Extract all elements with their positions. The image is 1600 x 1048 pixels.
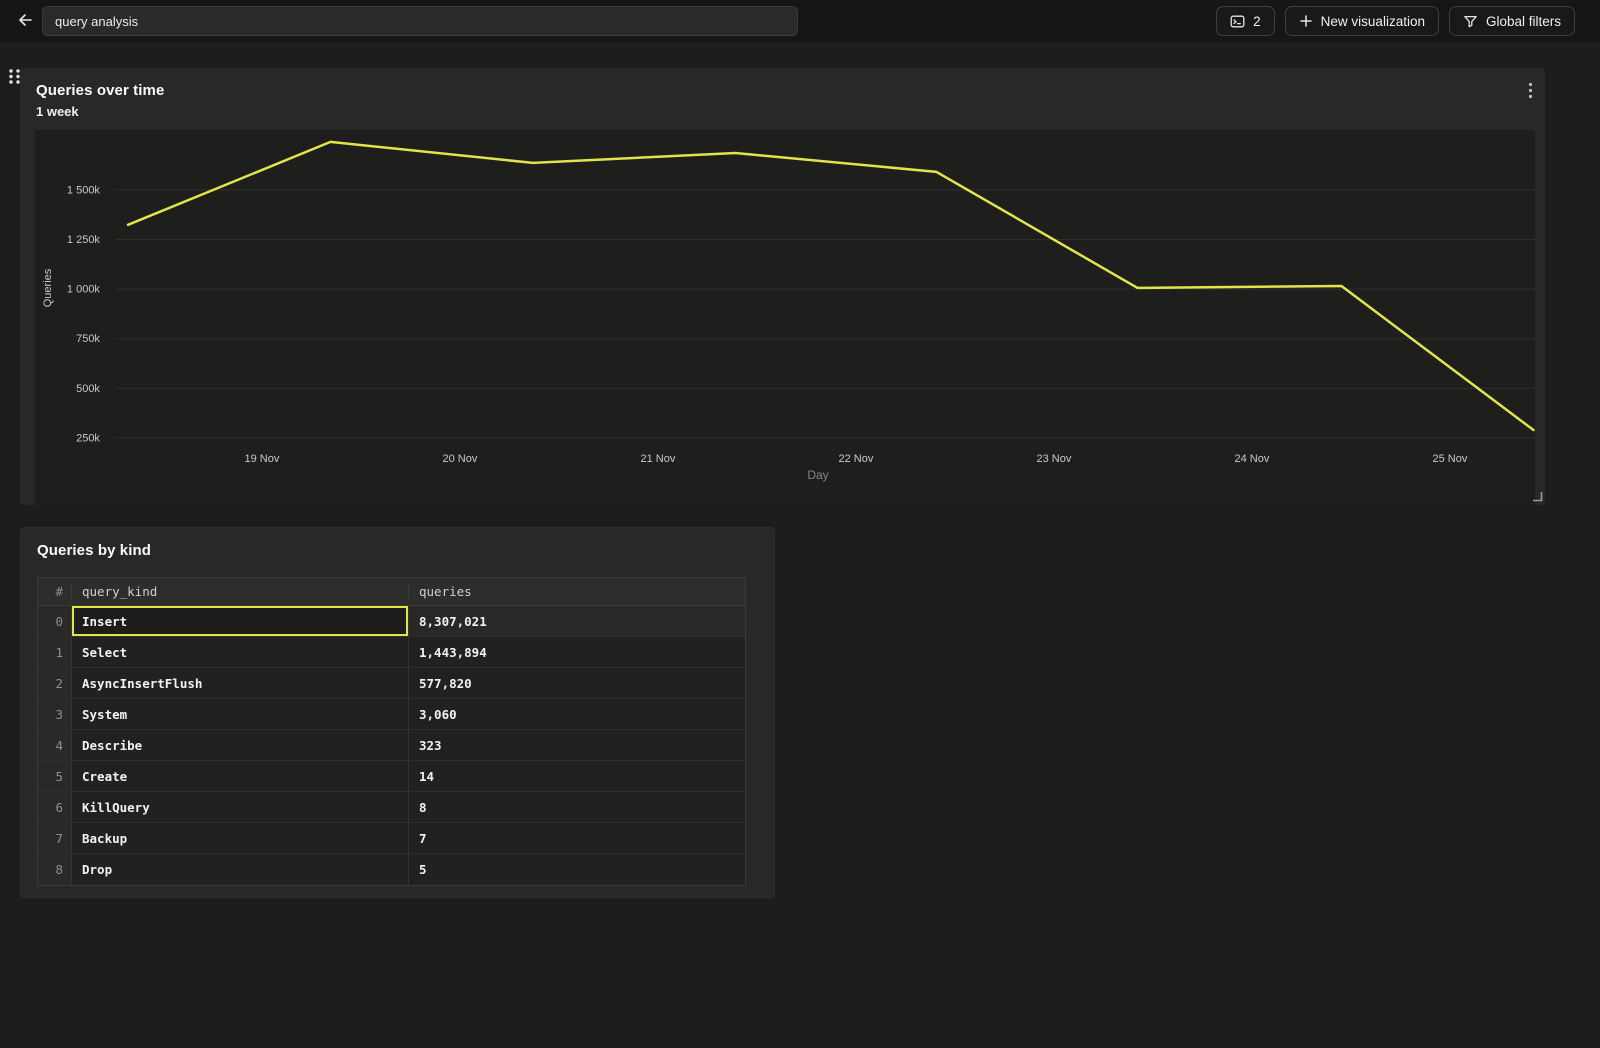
queries-value-cell[interactable]: 323 [419,737,442,753]
row-index-cell[interactable]: 5 [38,761,72,791]
table-row[interactable]: 5 Create 14 [38,761,745,792]
dashboard-canvas: Queries over time 1 week 1 500k 1 250k 1 0… [0,42,1600,1048]
table-row[interactable]: 0 Insert 8,307,021 [38,606,745,637]
chart-panel: Queries over time 1 week 1 500k 1 250k 1 0… [20,68,1545,505]
row-index-cell[interactable]: 7 [38,823,72,853]
queries-by-kind-table: # query_kind queries 0 Insert 8,307,021 1 Se… [37,577,746,886]
x-tick-labels: 19 Nov 20 Nov 21 Nov 22 Nov 23 Nov 24 Nov 25 N… [245,453,1468,465]
funnel-icon [1463,14,1478,29]
header-queries-column[interactable]: queries [419,584,472,599]
row-index-cell[interactable]: 8 [38,854,72,885]
svg-text:24 Nov: 24 Nov [1235,453,1270,465]
chart-panel-subtitle: 1 week [36,104,79,119]
table-row[interactable]: 7 Backup 7 [38,823,745,854]
table-row[interactable]: 6 KillQuery 8 [38,792,745,823]
new-visualization-label: New visualization [1320,13,1425,29]
table-row[interactable]: 2 AsyncInsertFlush 577,820 [38,668,745,699]
query-kind-cell[interactable]: KillQuery [72,792,409,822]
query-kind-cell[interactable]: Create [72,761,409,791]
table-panel-title: Queries by kind [37,542,152,559]
drag-dots-icon [8,69,21,89]
query-kind-cell[interactable]: Describe [72,730,409,760]
row-index-cell[interactable]: 1 [38,637,72,667]
arrow-left-icon [16,11,34,32]
panel-menu-button[interactable] [1524,78,1537,106]
query-kind-cell[interactable]: Insert [72,606,409,636]
dashboard-title-input[interactable] [42,6,798,36]
query-kind-cell[interactable]: Select [72,637,409,667]
back-button[interactable] [12,8,38,34]
svg-text:750k: 750k [76,333,100,345]
svg-text:20 Nov: 20 Nov [443,453,478,465]
queries-value-cell[interactable]: 1,443,894 [419,644,487,660]
series-line-queries [126,140,1535,432]
y-axis-title: Queries [42,268,54,307]
table-panel-header: Queries by kind [21,542,774,559]
queries-value-cell[interactable]: 5 [419,862,427,877]
svg-text:500k: 500k [76,383,100,395]
y-tick-labels: 1 500k 1 250k 1 000k 750k 500k 250k [67,184,101,444]
queries-value-cell[interactable]: 7 [419,830,427,846]
global-filters-label: Global filters [1485,13,1561,29]
table-row[interactable]: 8 Drop 5 [38,854,745,885]
chart-panel-header: Queries over time 1 week [20,82,1545,119]
queries-value-cell[interactable]: 8 [419,799,427,815]
top-bar: 2 New visualization Global filters [0,0,1600,42]
plus-icon [1299,14,1313,28]
console-icon [1230,14,1245,29]
x-axis-title: Day [807,468,828,482]
panel-resize-handle[interactable] [1532,491,1543,502]
query-kind-cell[interactable]: Drop [72,854,409,885]
queries-value-cell[interactable]: 14 [419,768,435,784]
header-query-kind-column[interactable]: query_kind [72,584,409,599]
line-chart-svg: 1 500k 1 250k 1 000k 750k 500k 250k 19 Nov 20 N… [42,140,1535,482]
svg-text:250k: 250k [76,432,100,444]
table-row[interactable]: 4 Describe 323 [38,730,745,761]
resize-corner-icon [1532,489,1543,506]
topbar-actions: 2 New visualization Global filters [1216,6,1575,36]
header-index-column[interactable]: # [38,584,72,599]
table-header-row: # query_kind queries [38,578,745,606]
chart-panel-title: Queries over time [36,82,165,99]
svg-text:1 000k: 1 000k [67,284,101,296]
console-queries-button[interactable]: 2 [1216,6,1275,36]
svg-text:22 Nov: 22 Nov [839,453,874,465]
queries-over-time-chart[interactable]: 1 500k 1 250k 1 000k 750k 500k 250k 19 Nov 20 N… [35,130,1535,505]
table-row[interactable]: 3 System 3,060 [38,699,745,730]
panel-drag-handle[interactable] [6,66,23,92]
svg-text:21 Nov: 21 Nov [641,453,676,465]
query-kind-cell[interactable]: AsyncInsertFlush [72,668,409,698]
table-row[interactable]: 1 Select 1,443,894 [38,637,745,668]
row-index-cell[interactable]: 6 [38,792,72,822]
row-index-cell[interactable]: 3 [38,699,72,729]
global-filters-button[interactable]: Global filters [1448,6,1575,36]
kebab-vertical-icon [1528,82,1533,102]
y-gridlines [114,189,1535,439]
svg-text:1 250k: 1 250k [67,234,101,246]
table-panel: Queries by kind # query_kind queries 0 In… [20,527,775,898]
query-kind-cell[interactable]: Backup [72,823,409,853]
table-body: 0 Insert 8,307,021 1 Select 1,443,894 2 AsyncIn… [38,606,745,885]
row-index-cell[interactable]: 4 [38,730,72,760]
queries-value-cell[interactable]: 577,820 [419,675,472,691]
svg-text:23 Nov: 23 Nov [1037,453,1072,465]
row-index-cell[interactable]: 2 [38,668,72,698]
row-index-cell[interactable]: 0 [38,606,72,636]
svg-text:19 Nov: 19 Nov [245,453,280,465]
queries-value-cell[interactable]: 3,060 [419,706,457,722]
console-count: 2 [1253,13,1261,29]
query-kind-cell[interactable]: System [72,699,409,729]
svg-text:1 500k: 1 500k [67,184,101,196]
new-visualization-button[interactable]: New visualization [1284,6,1439,36]
svg-text:25 Nov: 25 Nov [1433,453,1468,465]
queries-value-cell[interactable]: 8,307,021 [419,613,487,629]
